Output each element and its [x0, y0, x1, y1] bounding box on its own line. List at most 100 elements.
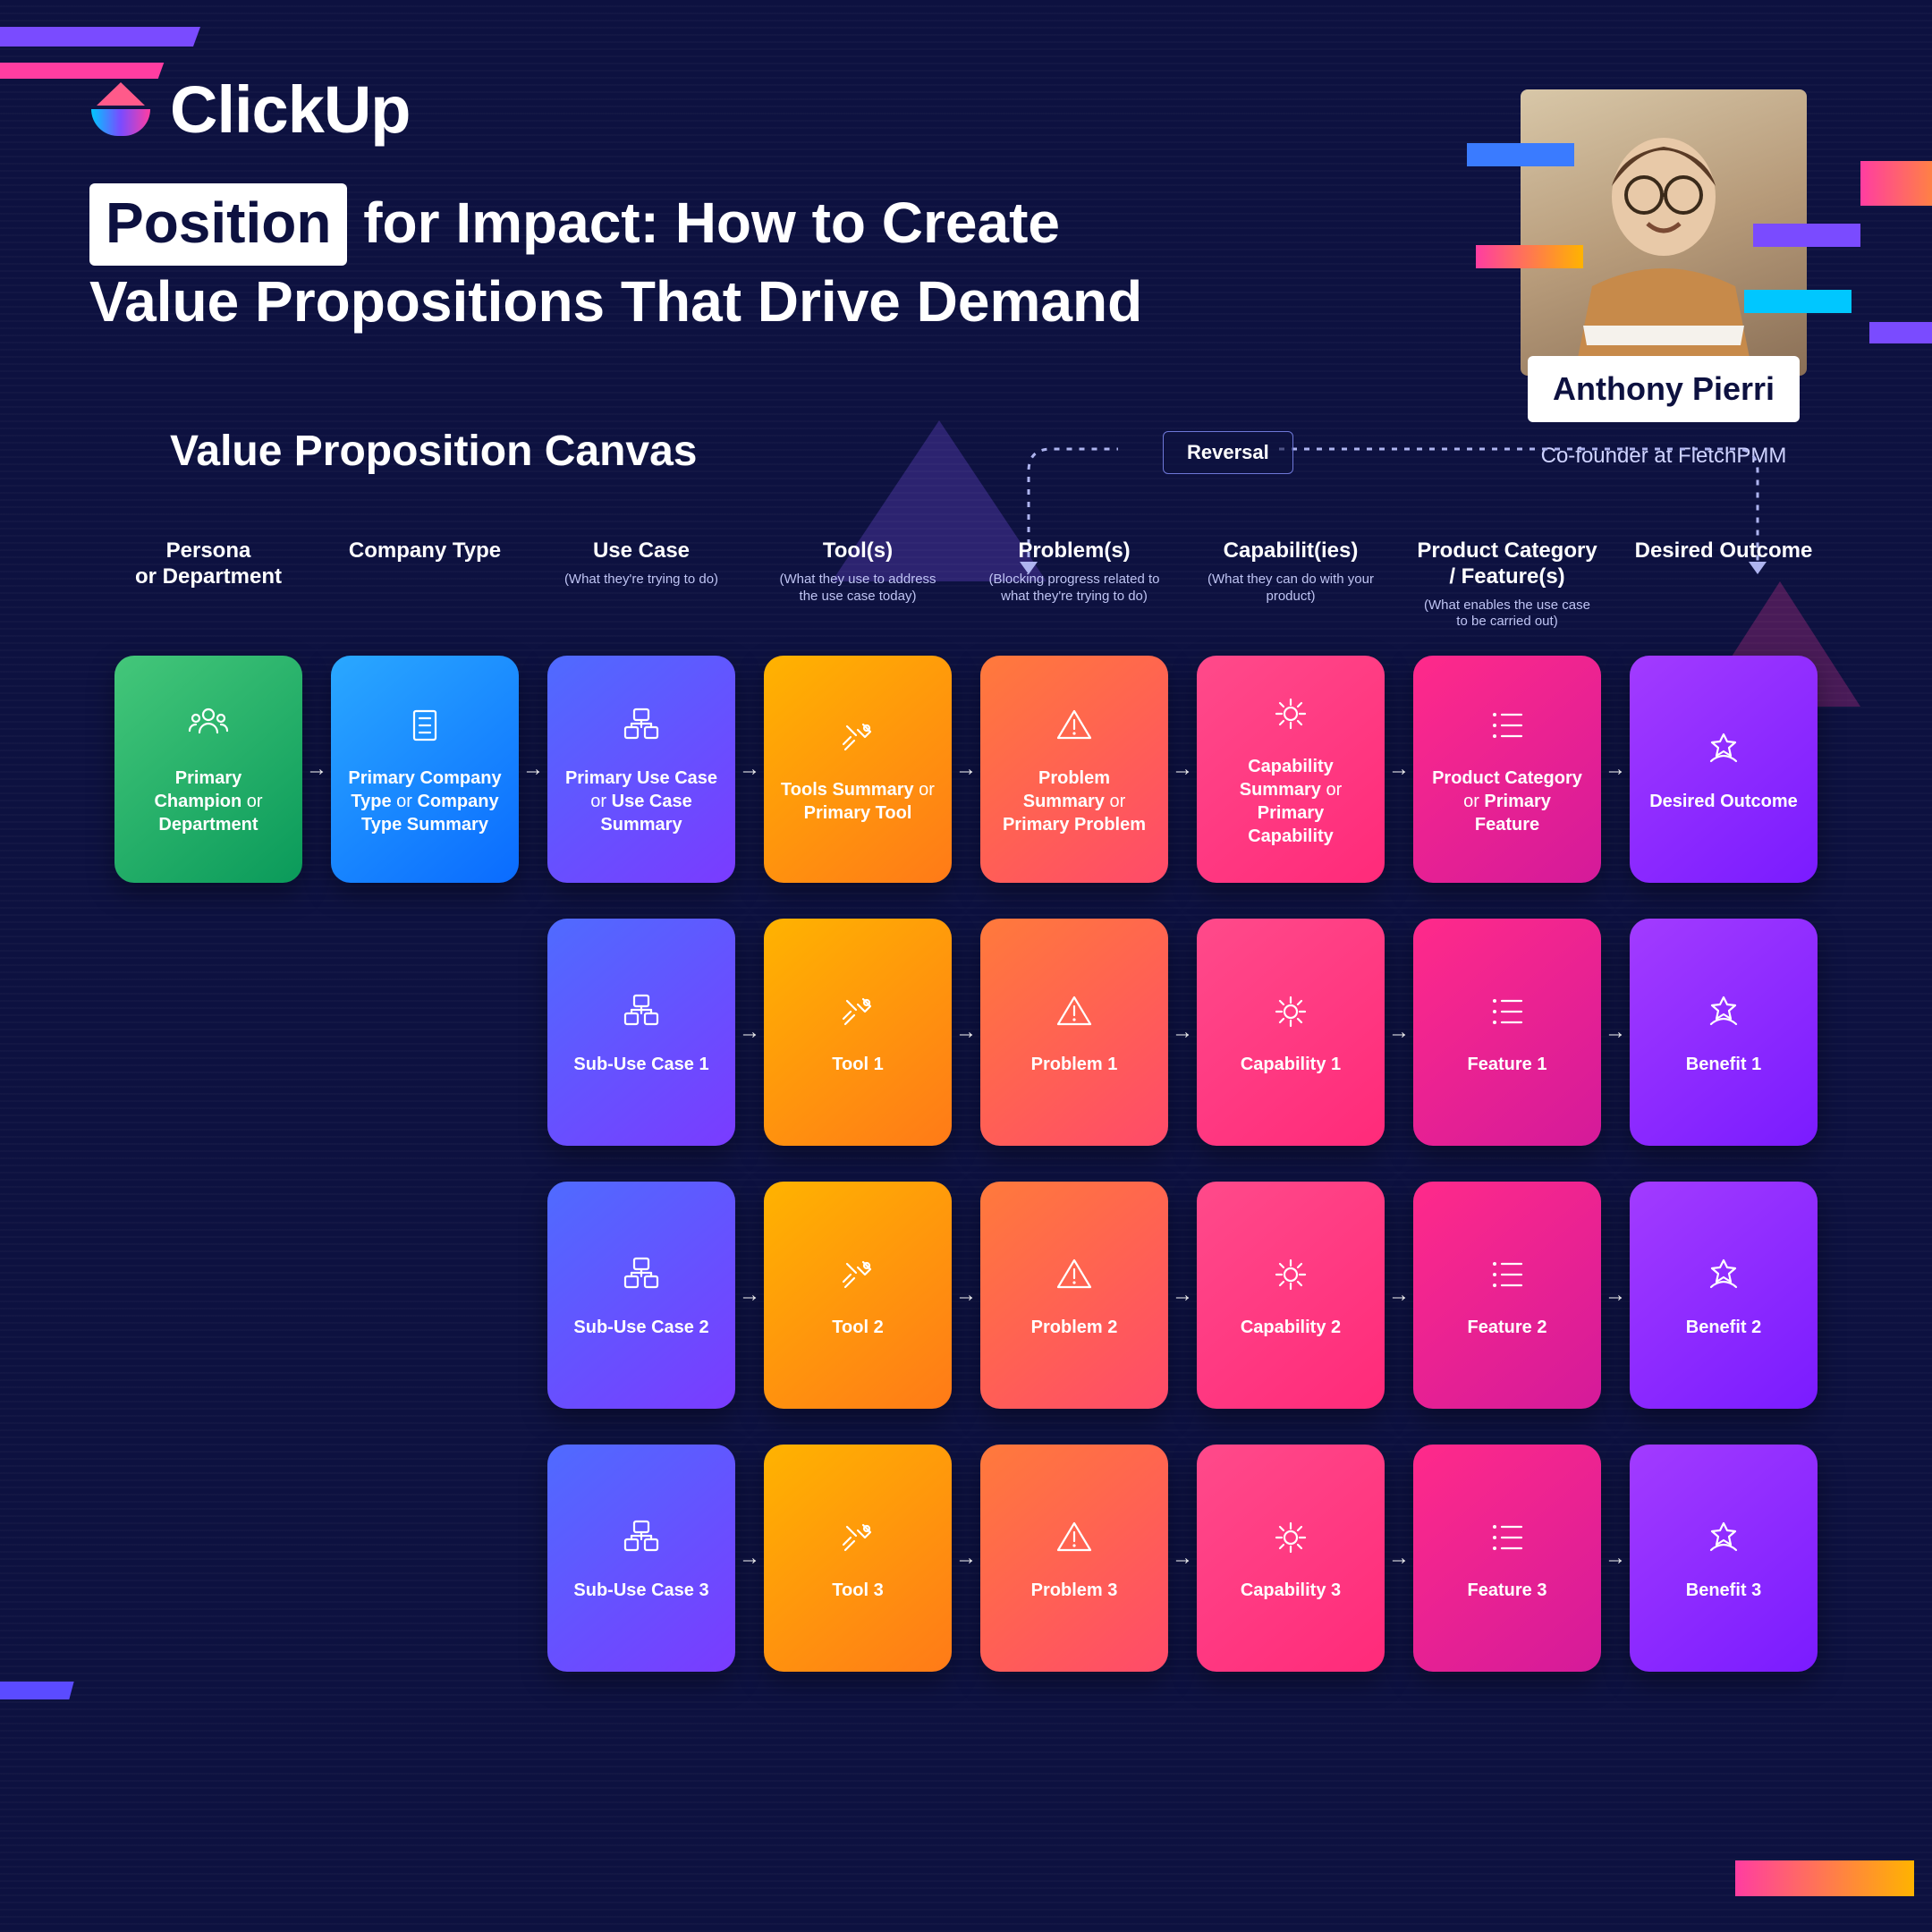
column-subtitle: (What they use to address the use case t…: [764, 572, 952, 606]
column-header: Capabilit(ies) (What they can do with you…: [1197, 538, 1385, 605]
canvas-cell: Benefit 3: [1630, 1445, 1818, 1672]
tools-icon: [835, 1514, 881, 1561]
usecase-icon: [618, 988, 665, 1035]
canvas-cell: Tool 2→: [764, 1182, 952, 1409]
canvas-cell: Problem 3→: [980, 1445, 1168, 1672]
speaker-role: Co-founder at FletchPMM: [1503, 444, 1825, 469]
canvas-cell: Desired Outcome: [1630, 656, 1818, 883]
arrow-right-icon: →: [955, 1283, 977, 1308]
canvas-card: Tool 1: [764, 919, 952, 1146]
canvas-card: Benefit 1: [1630, 919, 1818, 1146]
canvas-cell: Product Category or Primary Feature→: [1413, 656, 1601, 883]
arrow-right-icon: →: [1388, 1020, 1410, 1045]
canvas-cell: Sub-Use Case 3→: [547, 1445, 735, 1672]
canvas-cell: Capability 1→: [1197, 919, 1385, 1146]
arrow-right-icon: →: [1172, 1283, 1193, 1308]
canvas-cell: [114, 919, 302, 1146]
feature-icon: [1484, 1514, 1530, 1561]
outcome-icon: [1700, 725, 1747, 772]
tools-icon: [835, 988, 881, 1035]
arrow-right-icon: →: [1605, 1020, 1626, 1045]
canvas-cell: [331, 919, 519, 1146]
card-label: Problem 1: [1031, 1053, 1118, 1076]
outcome-icon: [1700, 1251, 1747, 1298]
card-label: Desired Outcome: [1649, 790, 1798, 813]
canvas-cell: Benefit 2: [1630, 1182, 1818, 1409]
canvas-card: Benefit 3: [1630, 1445, 1818, 1672]
canvas-cell: [114, 1445, 302, 1672]
canvas-card: Primary Use Case or Use Case Summary: [547, 656, 735, 883]
capability-icon: [1267, 1251, 1314, 1298]
arrow-right-icon: →: [739, 1020, 760, 1045]
arrow-right-icon: →: [955, 1546, 977, 1571]
canvas-row: Sub-Use Case 2→Tool 2→Problem 2→Capabili…: [89, 1182, 1843, 1409]
canvas-card: Capability 2: [1197, 1182, 1385, 1409]
canvas-cell: Tools Summary or Primary Tool→: [764, 656, 952, 883]
canvas-card: Primary Champion or Department: [114, 656, 302, 883]
canvas-card: Primary Company Type or Company Type Sum…: [331, 656, 519, 883]
brand-name: ClickUp: [170, 72, 411, 148]
card-label: Primary Use Case or Use Case Summary: [564, 767, 719, 836]
canvas-card: Tool 2: [764, 1182, 952, 1409]
usecase-icon: [618, 1514, 665, 1561]
canvas-row: Sub-Use Case 3→Tool 3→Problem 3→Capabili…: [89, 1445, 1843, 1672]
arrow-right-icon: →: [1605, 1546, 1626, 1571]
canvas-cell: Feature 2→: [1413, 1182, 1601, 1409]
column-header: Use Case(What they're trying to do): [547, 538, 735, 589]
card-label: Tool 2: [832, 1316, 883, 1339]
capability-icon: [1267, 691, 1314, 737]
column-subtitle: (What they can do with your product): [1197, 572, 1385, 606]
column-subtitle: (What enables the use case to be carried…: [1413, 597, 1601, 631]
column-header: Company Type: [331, 538, 519, 564]
canvas-card: Capability 3: [1197, 1445, 1385, 1672]
card-label: Primary Company Type or Company Type Sum…: [347, 767, 503, 836]
capability-icon: [1267, 1514, 1314, 1561]
tools-icon: [835, 1251, 881, 1298]
feature-icon: [1484, 988, 1530, 1035]
canvas-row: Primary Champion or Department→Primary C…: [89, 656, 1843, 883]
canvas-card: Product Category or Primary Feature: [1413, 656, 1601, 883]
column-title: Problem(s): [980, 538, 1168, 564]
title-highlight: Position: [89, 183, 347, 266]
column-header: Desired Outcome: [1630, 538, 1818, 564]
arrow-right-icon: →: [739, 1283, 760, 1308]
canvas-card: Feature 2: [1413, 1182, 1601, 1409]
canvas-cell: Problem 1→: [980, 919, 1168, 1146]
arrow-right-icon: →: [739, 1546, 760, 1571]
column-title: Personaor Department: [114, 538, 302, 590]
title-line-2: Value Propositions That Drive Demand: [89, 269, 1142, 334]
card-label: Feature 2: [1468, 1316, 1547, 1339]
canvas-card: Sub-Use Case 2: [547, 1182, 735, 1409]
arrow-right-icon: →: [1388, 1546, 1410, 1571]
canvas-card: Tool 3: [764, 1445, 952, 1672]
column-header: Tool(s)(What they use to address the use…: [764, 538, 952, 605]
clickup-logo-icon: [89, 79, 152, 141]
persona-icon: [185, 702, 232, 749]
card-label: Sub-Use Case 3: [573, 1579, 708, 1602]
card-label: Tool 1: [832, 1053, 883, 1076]
canvas-card: Feature 3: [1413, 1445, 1601, 1672]
arrow-right-icon: →: [1172, 1020, 1193, 1045]
canvas-cell: Tool 3→: [764, 1445, 952, 1672]
problem-icon: [1051, 1514, 1097, 1561]
card-label: Sub-Use Case 1: [573, 1053, 708, 1076]
arrow-right-icon: →: [739, 757, 760, 782]
problem-icon: [1051, 988, 1097, 1035]
canvas-cell: Feature 1→: [1413, 919, 1601, 1146]
arrow-right-icon: →: [1605, 1283, 1626, 1308]
arrow-right-icon: →: [306, 757, 327, 782]
canvas-cell: Primary Champion or Department→: [114, 656, 302, 883]
column-title: Desired Outcome: [1630, 538, 1818, 564]
problem-icon: [1051, 1251, 1097, 1298]
column-header: Problem(s)(Blocking progress related to …: [980, 538, 1168, 605]
canvas-cell: Feature 3→: [1413, 1445, 1601, 1672]
column-subtitle: (What they're trying to do): [547, 572, 735, 589]
card-label: Problem 2: [1031, 1316, 1118, 1339]
company-icon: [402, 702, 448, 749]
problem-icon: [1051, 702, 1097, 749]
canvas-cell: [331, 1445, 519, 1672]
arrow-right-icon: →: [955, 1020, 977, 1045]
column-title: Capabilit(ies): [1197, 538, 1385, 564]
usecase-icon: [618, 702, 665, 749]
column-header: Product Category / Feature(s)(What enabl…: [1413, 538, 1601, 631]
